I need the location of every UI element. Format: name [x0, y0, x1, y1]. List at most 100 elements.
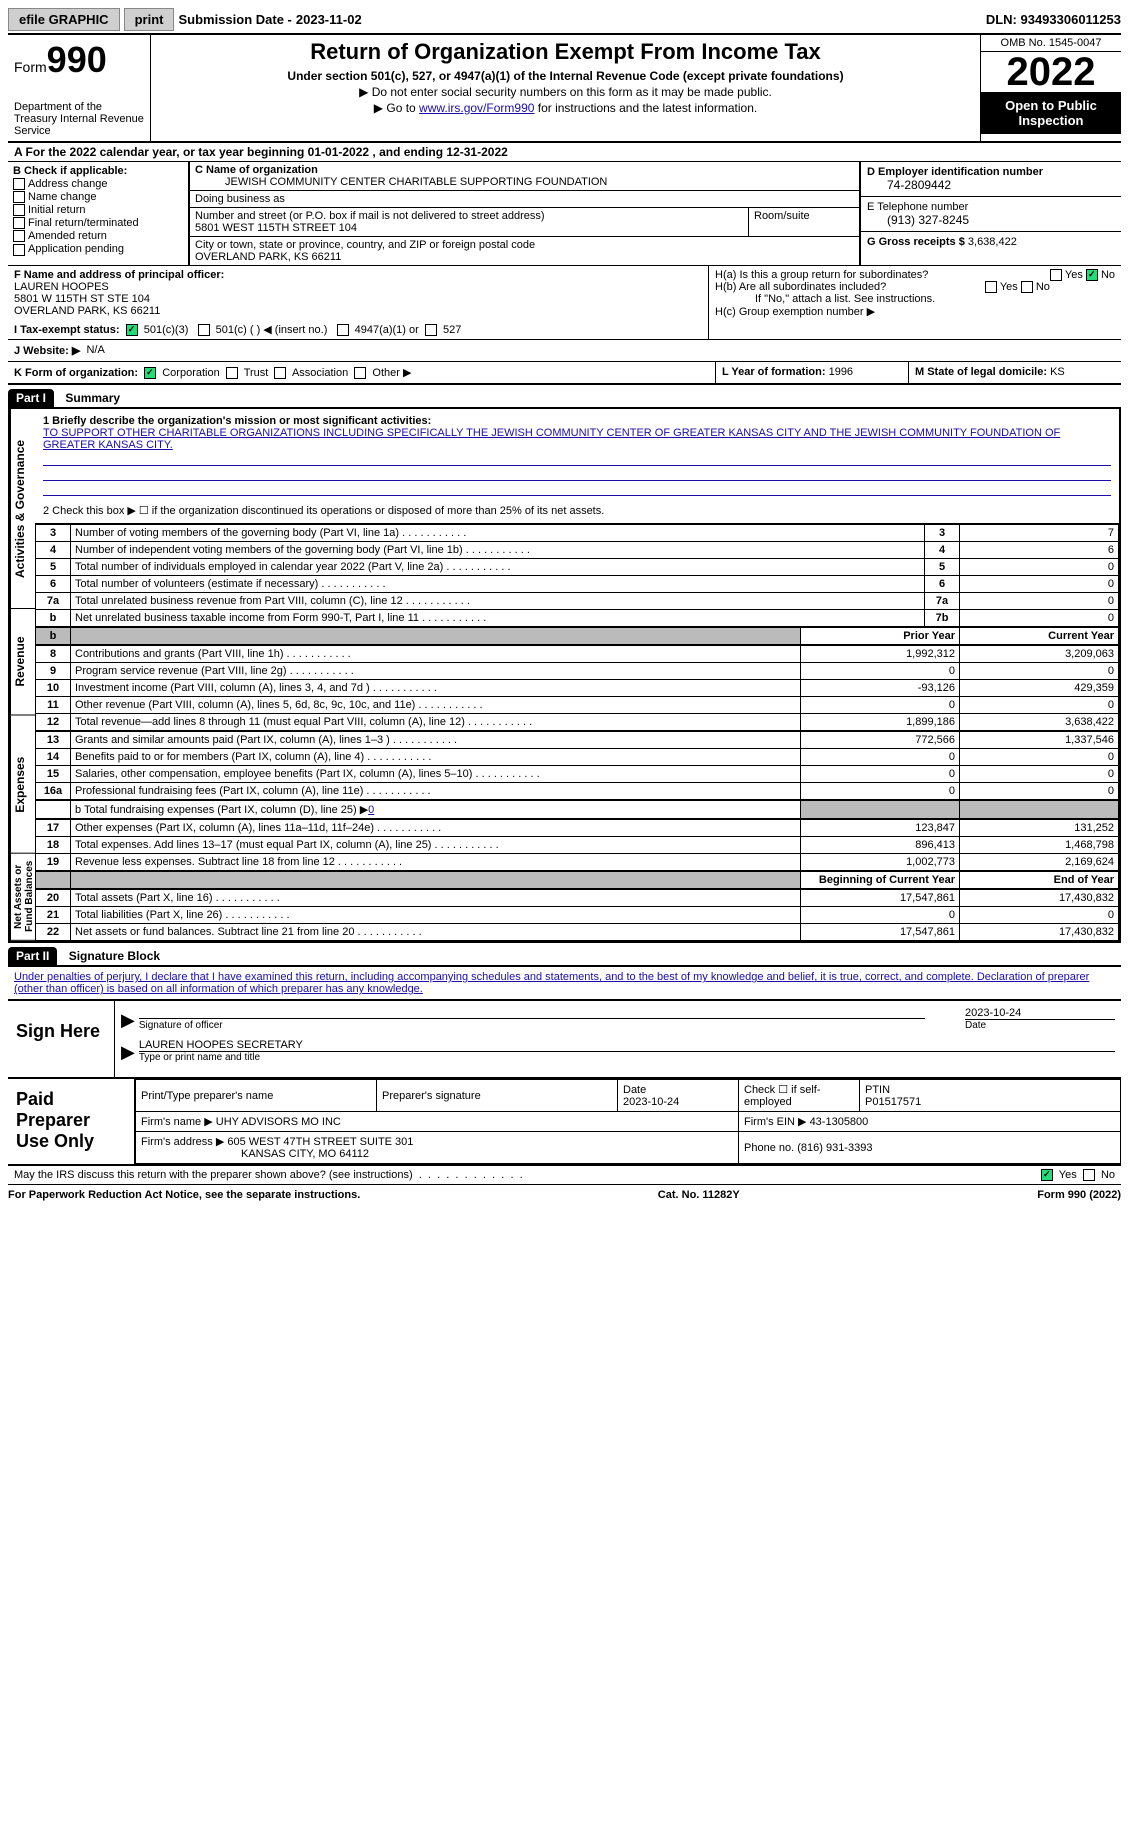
- sidelabel-revenue: Revenue: [10, 609, 35, 716]
- state-domicile-value: KS: [1050, 366, 1065, 378]
- ptin-value: P01517571: [865, 1096, 921, 1108]
- firm-phone-label: Phone no.: [744, 1142, 794, 1154]
- street-label: Number and street (or P.O. box if mail i…: [195, 210, 743, 222]
- check-final-return[interactable]: Final return/terminated: [13, 217, 183, 229]
- topbar: efile GRAPHIC print Submission Date - 20…: [8, 8, 1121, 31]
- sidelabel-netassets: Net Assets or Fund Balances: [10, 853, 35, 941]
- form-header: Form990 Department of the Treasury Inter…: [8, 33, 1121, 143]
- dln-label: DLN: 93493306011253: [986, 12, 1121, 27]
- sign-here-label: Sign Here: [8, 1001, 115, 1077]
- phone-label: E Telephone number: [867, 201, 1115, 213]
- ha-yes[interactable]: [1050, 269, 1062, 281]
- part2-header: Part II: [8, 947, 57, 965]
- check-amended-return[interactable]: Amended return: [13, 230, 183, 242]
- sidelabel-activities: Activities & Governance: [10, 409, 35, 609]
- discuss-yes[interactable]: [1041, 1169, 1053, 1181]
- h-c: H(c) Group exemption number ▶: [715, 305, 1115, 318]
- discuss-question: May the IRS discuss this return with the…: [14, 1169, 413, 1181]
- ein-value: 74-2809442: [867, 178, 1115, 192]
- org-name: JEWISH COMMUNITY CENTER CHARITABLE SUPPO…: [195, 176, 854, 188]
- firm-addr2: KANSAS CITY, MO 64112: [141, 1148, 369, 1160]
- check-application-pending[interactable]: Application pending: [13, 243, 183, 255]
- discuss-no[interactable]: [1083, 1169, 1095, 1181]
- line2-text: 2 Check this box ▶ ☐ if the organization…: [43, 504, 1111, 517]
- prep-date-value: 2023-10-24: [623, 1096, 679, 1108]
- efile-button[interactable]: efile GRAPHIC: [8, 8, 120, 31]
- officer-addr2: OVERLAND PARK, KS 66211: [14, 305, 702, 317]
- part1-title: Summary: [57, 391, 120, 405]
- city-label: City or town, state or province, country…: [195, 239, 854, 251]
- arrow-icon: ▶: [121, 1010, 135, 1031]
- gross-receipts-label: G Gross receipts $: [867, 236, 965, 248]
- check-trust[interactable]: [226, 367, 238, 379]
- year-formation-value: 1996: [829, 366, 853, 378]
- form-footer: Form 990 (2022): [1037, 1189, 1121, 1201]
- mission-text: TO SUPPORT OTHER CHARITABLE ORGANIZATION…: [43, 427, 1111, 451]
- form-subtitle3: ▶ Go to www.irs.gov/Form990 for instruct…: [161, 101, 970, 115]
- city-value: OVERLAND PARK, KS 66211: [195, 251, 854, 263]
- form-subtitle2: ▶ Do not enter social security numbers o…: [161, 85, 970, 99]
- paperwork-notice: For Paperwork Reduction Act Notice, see …: [8, 1189, 360, 1201]
- declaration-text: Under penalties of perjury, I declare th…: [8, 967, 1121, 1001]
- ptin-label: PTIN: [865, 1084, 890, 1096]
- ha-no[interactable]: [1086, 269, 1098, 281]
- line-a: A For the 2022 calendar year, or tax yea…: [8, 143, 1121, 162]
- officer-signature-line[interactable]: Signature of officer: [139, 1018, 925, 1031]
- check-initial-return[interactable]: Initial return: [13, 204, 183, 216]
- check-527[interactable]: [425, 324, 437, 336]
- website-value: N/A: [86, 344, 104, 357]
- hb-no[interactable]: [1021, 281, 1033, 293]
- h-b: H(b) Are all subordinates included? Yes …: [715, 281, 1115, 293]
- org-name-label: C Name of organization: [195, 164, 854, 176]
- officer-addr1: 5801 W 115TH ST STE 104: [14, 293, 702, 305]
- sign-date-label: Date: [965, 1019, 1115, 1031]
- check-other[interactable]: [354, 367, 366, 379]
- phone-value: (913) 327-8245: [867, 213, 1115, 227]
- state-domicile-label: M State of legal domicile:: [915, 366, 1047, 378]
- summary-table-na-hdr: Beginning of Current YearEnd of Year: [35, 871, 1119, 889]
- firm-ein-value: 43-1305800: [810, 1116, 869, 1128]
- part2-title: Signature Block: [61, 949, 160, 963]
- dba-label: Doing business as: [190, 191, 859, 208]
- type-name-label: Type or print name and title: [139, 1051, 1115, 1063]
- tax-exempt-label: I Tax-exempt status:: [14, 324, 120, 336]
- check-501c[interactable]: [198, 324, 210, 336]
- open-public-badge: Open to Public Inspection: [981, 92, 1121, 134]
- line1-label: 1 Briefly describe the organization's mi…: [43, 415, 1111, 427]
- catalog-number: Cat. No. 11282Y: [658, 1189, 740, 1201]
- check-501c3[interactable]: [126, 324, 138, 336]
- summary-row-16b: b Total fundraising expenses (Part IX, c…: [35, 800, 1119, 819]
- check-association[interactable]: [274, 367, 286, 379]
- summary-table-expenses: 13Grants and similar amounts paid (Part …: [35, 731, 1119, 800]
- form-org-label: K Form of organization:: [14, 367, 138, 379]
- form-subtitle1: Under section 501(c), 527, or 4947(a)(1)…: [161, 69, 970, 83]
- signer-name: LAUREN HOOPES SECRETARY: [139, 1039, 1115, 1051]
- summary-table-activities: 3Number of voting members of the governi…: [35, 524, 1119, 627]
- irs-link[interactable]: www.irs.gov/Form990: [419, 101, 534, 115]
- submission-label: Submission Date -: [178, 12, 291, 27]
- check-corporation[interactable]: [144, 367, 156, 379]
- room-suite-label: Room/suite: [749, 208, 859, 236]
- firm-phone-value: (816) 931-3393: [797, 1142, 872, 1154]
- h-note: If "No," attach a list. See instructions…: [715, 293, 1115, 305]
- firm-addr-label: Firm's address ▶: [141, 1136, 224, 1148]
- firm-addr1: 605 WEST 47TH STREET SUITE 301: [227, 1136, 413, 1148]
- check-address-change[interactable]: Address change: [13, 178, 183, 190]
- firm-name-value: UHY ADVISORS MO INC: [216, 1116, 341, 1128]
- prep-name-label: Print/Type preparer's name: [136, 1080, 377, 1112]
- check-4947[interactable]: [337, 324, 349, 336]
- prep-sig-label: Preparer's signature: [377, 1080, 618, 1112]
- check-name-change[interactable]: Name change: [13, 191, 183, 203]
- summary-table-expenses2: 17Other expenses (Part IX, column (A), l…: [35, 819, 1119, 871]
- gross-receipts-value: 3,638,422: [968, 236, 1017, 248]
- form-number: 990: [47, 39, 107, 80]
- print-button[interactable]: print: [124, 8, 175, 31]
- officer-label: F Name and address of principal officer:: [14, 269, 702, 281]
- prep-date-label: Date: [623, 1084, 646, 1096]
- ein-label: D Employer identification number: [867, 166, 1115, 178]
- self-employed-check[interactable]: Check ☐ if self-employed: [739, 1080, 860, 1112]
- submission-date: 2023-11-02: [296, 12, 362, 27]
- firm-ein-label: Firm's EIN ▶: [744, 1116, 807, 1128]
- arrow-icon: ▶: [121, 1042, 135, 1063]
- hb-yes[interactable]: [985, 281, 997, 293]
